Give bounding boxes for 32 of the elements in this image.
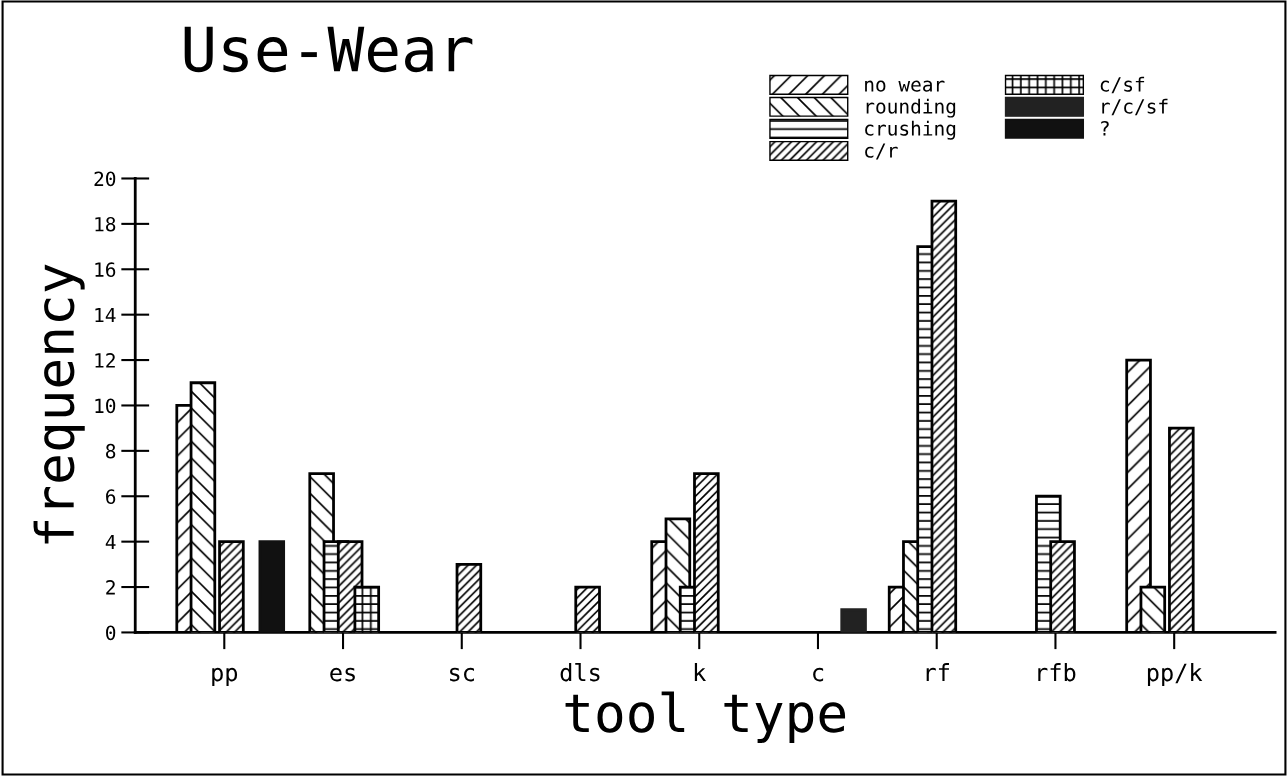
legend-label: r/c/sf <box>1102 98 1168 116</box>
legend-label: c/sf <box>1100 76 1145 94</box>
y-tick-label: 18 <box>95 216 116 232</box>
y-tick-label: 20 <box>94 171 116 187</box>
y-axis-title: frequency <box>33 264 85 544</box>
y-tick-label: 10 <box>95 398 116 414</box>
x-tick-label: rf <box>926 663 949 682</box>
x-tick-label: pp/k <box>1147 663 1203 686</box>
y-tick-label: 0 <box>106 625 116 641</box>
x-tick-label: sc <box>450 667 474 682</box>
y-tick-label: 2 <box>106 580 115 595</box>
y-tick-label: 4 <box>105 534 116 550</box>
y-tick-label: 16 <box>95 262 116 277</box>
legend-label: ? <box>1101 120 1109 136</box>
x-tick-label: k <box>694 663 706 682</box>
x-tick-label: pp <box>212 667 238 686</box>
y-tick-label: 14 <box>95 307 116 323</box>
legend-label: c/r <box>865 143 898 160</box>
y-tick-label: 6 <box>106 489 116 504</box>
bar <box>840 608 867 633</box>
x-tick-label: dls <box>560 663 600 682</box>
legend-label: crushing <box>865 120 956 140</box>
y-tick-label: 8 <box>106 443 116 459</box>
bar <box>258 540 286 633</box>
x-tick-label: es <box>330 667 355 682</box>
legend-label: no wear <box>865 80 945 92</box>
chart-title: Use-Wear <box>184 26 473 73</box>
x-axis-title: tool type <box>565 691 846 743</box>
x-tick-label: c <box>813 667 824 682</box>
y-tick-label: 12 <box>95 353 115 368</box>
x-tick-label: rfb <box>1038 663 1076 682</box>
legend-label: rounding <box>866 98 956 118</box>
